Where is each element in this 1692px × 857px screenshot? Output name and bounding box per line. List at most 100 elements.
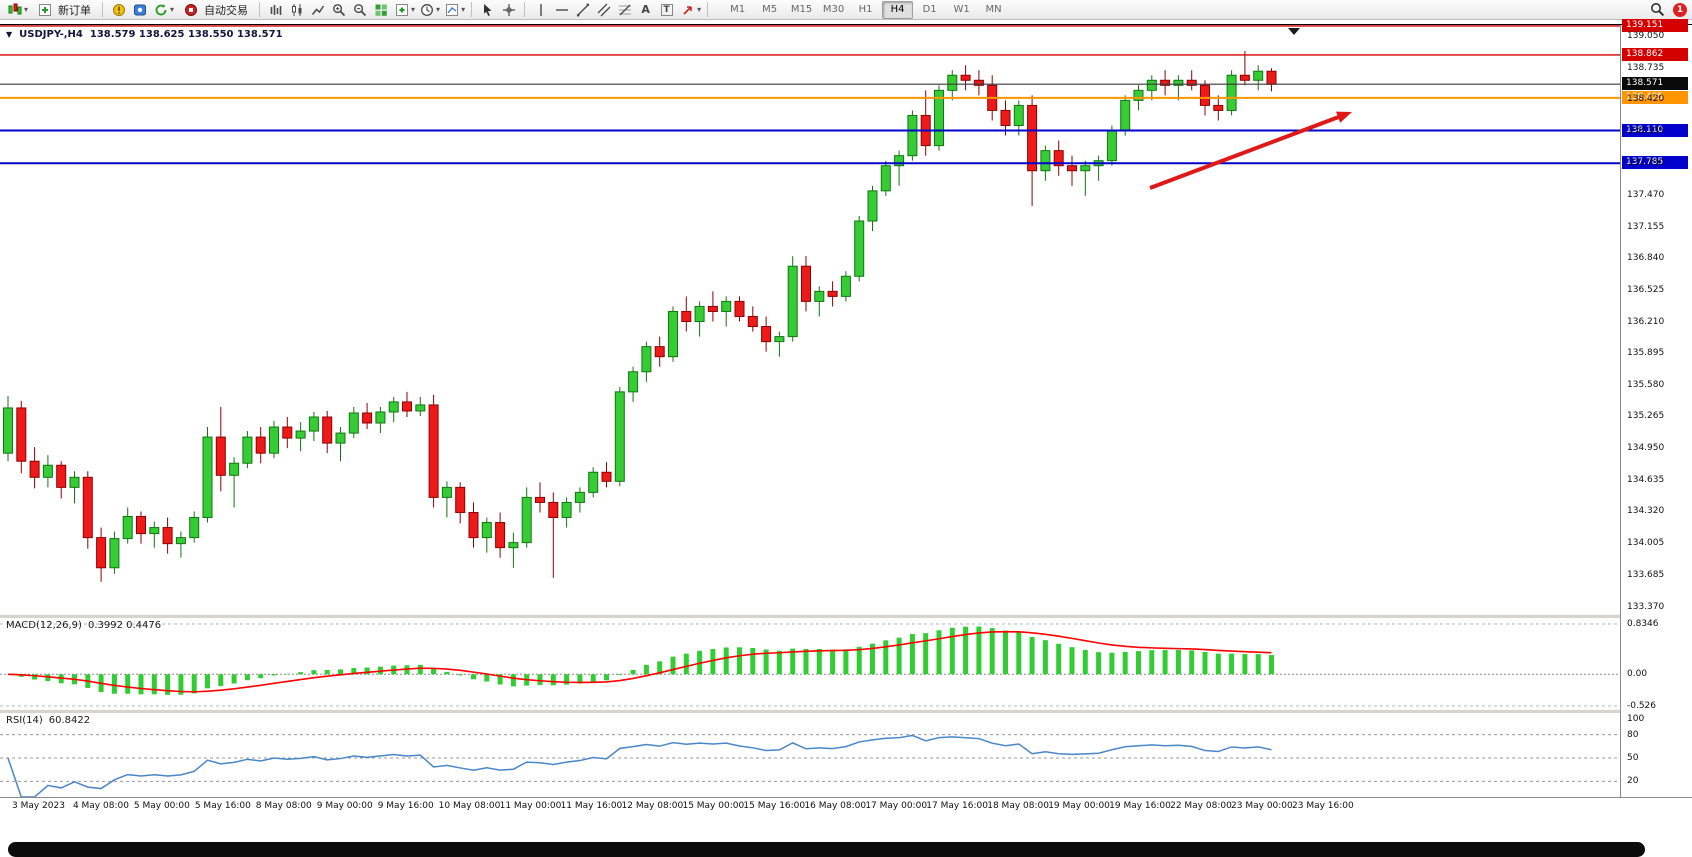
add-indicator-icon[interactable] xyxy=(392,1,411,19)
time-tick: 18 May 08:00 xyxy=(987,801,1049,811)
refresh-icon[interactable] xyxy=(151,1,170,19)
timeframe-H1[interactable]: H1 xyxy=(858,4,873,15)
candlestick-chart[interactable] xyxy=(0,25,1620,615)
tile-windows-icon[interactable] xyxy=(371,1,390,19)
trendline-icon[interactable] xyxy=(573,1,592,19)
timeframe-MN[interactable]: MN xyxy=(985,4,1002,15)
rsi-label: RSI(14) 60.8422 xyxy=(6,715,91,726)
timeframe-M15[interactable]: M15 xyxy=(790,4,813,15)
zoom-out-icon[interactable] xyxy=(350,1,369,19)
template-icon[interactable] xyxy=(442,1,461,19)
alert-icon[interactable] xyxy=(109,1,128,19)
time-tick: 10 May 08:00 xyxy=(438,801,501,811)
zoom-in-icon[interactable] xyxy=(329,1,348,19)
separator xyxy=(259,2,261,17)
price-tick: 138.735 xyxy=(1627,62,1665,73)
time-tick: 8 May 08:00 xyxy=(255,801,312,811)
line-chart-icon[interactable] xyxy=(308,1,327,19)
price-tick: 135.580 xyxy=(1627,379,1665,390)
channel-icon[interactable] xyxy=(594,1,613,19)
cursor-icon[interactable] xyxy=(478,1,497,19)
search-icon[interactable] xyxy=(1648,1,1667,19)
community-icon[interactable] xyxy=(130,1,149,19)
horizontal-line-icon[interactable] xyxy=(552,1,571,19)
price-tick: 134.320 xyxy=(1627,506,1665,517)
rsi-chart[interactable] xyxy=(0,713,1620,797)
chevron-down-icon[interactable]: ▾ xyxy=(411,5,416,14)
macd-pane[interactable] xyxy=(0,618,1620,710)
collapse-icon[interactable]: ▼ xyxy=(6,30,13,39)
macd-chart[interactable] xyxy=(0,618,1620,710)
price-tick: 133.370 xyxy=(1627,601,1665,612)
price-tick: 134.005 xyxy=(1627,538,1665,549)
chart-profile-icon[interactable] xyxy=(5,1,24,19)
macd-axis-zero: 0.00 xyxy=(1627,669,1648,680)
timeframe-M1[interactable]: M1 xyxy=(730,4,746,15)
chart-shift-marker xyxy=(1288,28,1300,35)
timeframe-W1[interactable]: W1 xyxy=(953,4,970,15)
time-tick: 19 May 16:00 xyxy=(1109,801,1171,811)
price-line-label[interactable]: 138.862 xyxy=(1622,47,1688,61)
crosshair-icon[interactable] xyxy=(499,1,518,19)
time-tick: 23 May 16:00 xyxy=(1292,801,1354,811)
main-chart-pane[interactable] xyxy=(0,25,1620,615)
time-tick: 15 May 00:00 xyxy=(682,801,745,811)
candlestick-icon[interactable] xyxy=(287,1,306,19)
rsi-axis-label: 20 xyxy=(1627,776,1639,787)
chevron-down-icon[interactable]: ▾ xyxy=(170,5,175,14)
price-tick: 139.050 xyxy=(1627,31,1665,42)
bar-chart-icon[interactable] xyxy=(266,1,285,19)
chevron-down-icon[interactable]: ▾ xyxy=(436,5,441,14)
rsi-axis-label: 80 xyxy=(1627,729,1639,740)
time-tick: 5 May 16:00 xyxy=(194,801,251,811)
price-line-label[interactable]: 137.785 xyxy=(1622,156,1688,170)
time-tick: 16 May 08:00 xyxy=(804,801,867,811)
chart-top-border xyxy=(0,24,1692,25)
vertical-line-icon[interactable] xyxy=(531,1,550,19)
macd-signal-line xyxy=(7,630,1272,693)
candles-layer xyxy=(3,51,1277,582)
time-axis[interactable]: 3 May 2023 4 May 08:00 5 May 00:00 5 May 16… xyxy=(0,797,1692,816)
price-tick: 138.420 xyxy=(1627,94,1665,105)
timeframe-M30[interactable]: M30 xyxy=(822,4,845,15)
symbol-period-label: USDJPY-,H4 xyxy=(19,29,83,40)
new-order-button[interactable]: 新订单 xyxy=(30,1,96,19)
chevron-down-icon[interactable]: ▾ xyxy=(697,5,702,14)
separator xyxy=(707,2,709,17)
time-tick: 23 May 00:00 xyxy=(1231,801,1293,811)
fibonacci-icon[interactable] xyxy=(615,1,634,19)
time-tick: 12 May 08:00 xyxy=(621,801,684,811)
rsi-pane[interactable] xyxy=(0,713,1620,797)
price-tick: 133.685 xyxy=(1627,570,1665,581)
trend-arrow xyxy=(1149,113,1345,190)
macd-axis-max: 0.8346 xyxy=(1627,619,1659,629)
chevron-down-icon[interactable]: ▾ xyxy=(461,5,466,14)
timeframe-H4[interactable]: H4 xyxy=(882,0,914,19)
price-line-label[interactable]: 138.435 xyxy=(1622,90,1688,104)
chart-title: ▼ USDJPY-,H4 138.579 138.625 138.550 138… xyxy=(6,29,283,40)
price-axis[interactable]: 139.151 138.862 138.571 138.435 138.110 137.7… xyxy=(1620,18,1692,797)
time-tick: 11 May 00:00 xyxy=(499,801,562,811)
timeframe-M5[interactable]: M5 xyxy=(762,4,778,15)
period-clock-icon[interactable] xyxy=(417,1,436,19)
separator xyxy=(102,2,104,17)
price-tick: 135.895 xyxy=(1627,348,1665,359)
autotrading-icon xyxy=(181,1,200,19)
price-line-label[interactable]: 139.151 xyxy=(1622,18,1688,32)
price-tick: 136.840 xyxy=(1627,253,1665,264)
text-label-icon[interactable]: T xyxy=(657,1,676,19)
chevron-down-icon[interactable]: ▾ xyxy=(24,5,29,14)
macd-label: MACD(12,26,9) 0.3992 0.4476 xyxy=(6,620,162,631)
notification-badge[interactable]: 1 xyxy=(1673,2,1687,17)
price-tick: 136.210 xyxy=(1627,316,1665,327)
price-tick: 134.635 xyxy=(1627,474,1665,485)
trend-arrow-head xyxy=(1336,111,1352,123)
price-line-label[interactable]: 138.571 xyxy=(1622,77,1688,91)
timeframe-D1[interactable]: D1 xyxy=(922,4,937,15)
text-icon[interactable]: A xyxy=(641,3,650,16)
arrows-icon[interactable] xyxy=(678,1,697,19)
autotrading-button[interactable]: 自动交易 xyxy=(176,1,253,19)
price-line-label[interactable]: 138.110 xyxy=(1622,123,1688,137)
bottom-scrollbar[interactable] xyxy=(8,842,1645,857)
